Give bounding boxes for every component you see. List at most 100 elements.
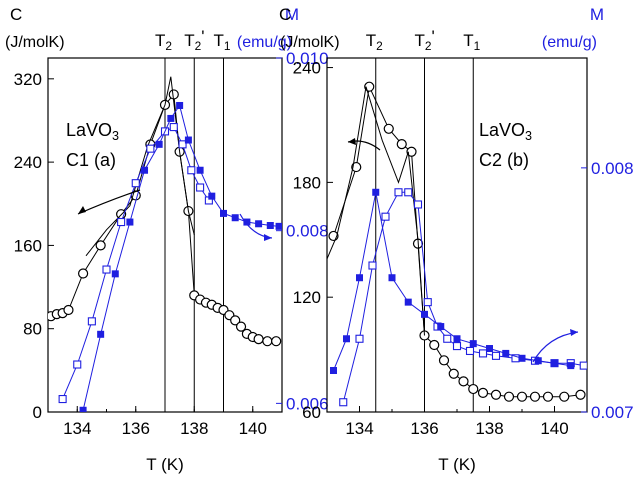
- y-right-tick-label: 0.008: [591, 159, 634, 178]
- x-axis-label: T (K): [438, 455, 475, 474]
- data-point-square-open: [491, 351, 501, 360]
- data-point-square-filled: [141, 166, 149, 174]
- data-point-circle: [477, 387, 489, 398]
- data-point-square-open: [478, 349, 488, 358]
- data-point-circle: [168, 89, 179, 100]
- y-left-tick-label: 240: [293, 59, 321, 78]
- transition-label: T2': [184, 27, 204, 53]
- data-point-square-filled: [196, 166, 204, 174]
- sample-label: LaVO3: [66, 120, 119, 143]
- data-point-square-open: [381, 212, 390, 221]
- y-left-axis-label: C: [279, 5, 291, 24]
- series-line: [333, 85, 581, 398]
- data-point-circle: [77, 268, 89, 279]
- data-point-square-filled: [469, 340, 477, 348]
- data-point-square-open: [465, 346, 475, 356]
- data-point-square-filled: [220, 209, 227, 217]
- data-point-square-open: [87, 317, 96, 326]
- data-point-circle: [458, 376, 469, 387]
- data-point-circle: [230, 315, 241, 326]
- transition-label: T2: [155, 31, 172, 53]
- x-tick-label: 136: [410, 419, 438, 438]
- data-point-square-filled: [534, 357, 542, 365]
- data-point-circle: [542, 391, 554, 402]
- sample-label: LaVO3: [479, 120, 532, 143]
- data-point-circle: [396, 139, 407, 150]
- data-point-square-filled: [404, 298, 412, 306]
- y-right-tick-label: 0.008: [286, 222, 329, 241]
- data-point-circle: [516, 391, 528, 402]
- plot-area: [48, 76, 282, 412]
- data-point-circle: [559, 391, 570, 402]
- y-right-axis-label: M: [285, 5, 299, 24]
- data-point-circle: [235, 321, 247, 332]
- data-point-square-open: [579, 361, 587, 370]
- data-point-circle: [253, 334, 264, 345]
- data-point-square-open: [339, 398, 348, 407]
- data-point-square-filled: [97, 330, 105, 338]
- y-left-tick-label: 160: [14, 236, 42, 255]
- arrow-head-blue: [264, 234, 272, 241]
- arrow-head-blue: [570, 329, 578, 336]
- data-point-square-filled: [176, 101, 184, 109]
- data-point-square-filled: [551, 359, 558, 367]
- x-axis-label: T (K): [146, 455, 183, 474]
- data-point-square-filled: [437, 323, 445, 331]
- sample-id-label: C2 (b): [479, 150, 529, 170]
- data-point-circle: [490, 389, 502, 400]
- transition-label: T2': [415, 27, 435, 53]
- data-point-square-open: [394, 188, 403, 197]
- data-point-square-filled: [343, 335, 350, 343]
- y-left-tick-label: 240: [14, 153, 42, 172]
- data-point-square-open: [146, 144, 155, 153]
- data-point-circle: [262, 336, 273, 347]
- arrow-head: [78, 206, 86, 214]
- data-point-square-open: [413, 200, 423, 209]
- data-point-circle: [503, 391, 515, 402]
- data-point-square-open: [423, 298, 432, 307]
- y-right-tick-label: 0.007: [591, 403, 634, 422]
- data-point-square-filled: [275, 222, 282, 230]
- data-point-square-filled: [208, 192, 216, 200]
- data-point-square-filled: [155, 140, 163, 148]
- data-point-square-filled: [502, 349, 510, 357]
- data-point-square-open: [131, 179, 140, 188]
- data-point-circle: [95, 240, 106, 251]
- data-point-square-filled: [518, 354, 526, 362]
- data-point-square-open: [452, 342, 462, 351]
- plot-frame: [326, 57, 588, 413]
- data-point-square-open: [187, 166, 196, 175]
- panel-b: 134 136 138 140 T (K) 60 120 180 240 0.007 0.008 C (…: [279, 5, 634, 474]
- data-point-circle: [271, 336, 282, 347]
- data-point-square-filled: [388, 274, 396, 282]
- data-point-square-filled: [231, 214, 239, 222]
- data-point-square-filled: [266, 222, 274, 230]
- data-point-square-filled: [184, 136, 192, 144]
- y-left-axis-unit: (J/molK): [5, 34, 65, 51]
- data-point-circle: [529, 391, 541, 402]
- data-point-square-filled: [567, 362, 575, 370]
- x-tick-label: 140: [239, 419, 267, 438]
- data-point-circle: [406, 146, 417, 157]
- series-line: [327, 86, 425, 336]
- series-line: [342, 191, 584, 403]
- data-point-square-open: [73, 360, 82, 369]
- y-left-tick-label: 120: [293, 288, 321, 307]
- data-point-square-open: [404, 188, 413, 197]
- data-point-circle: [351, 161, 362, 173]
- data-point-square-open: [169, 123, 178, 132]
- data-point-square-open: [102, 265, 111, 274]
- y-right-axis-label: M: [590, 5, 604, 24]
- series-line: [85, 76, 195, 257]
- y-left-axis-label: C: [10, 5, 22, 24]
- data-point-circle: [438, 355, 450, 366]
- data-point-square-filled: [330, 366, 337, 374]
- data-point-square-filled: [111, 270, 119, 278]
- y-right-axis-unit: (emu/g): [542, 34, 597, 51]
- data-point-square-filled: [167, 114, 175, 122]
- x-tick-label: 138: [180, 419, 208, 438]
- transition-label: T1: [463, 31, 480, 53]
- transition-label: T2: [366, 31, 383, 53]
- x-tick-label: 134: [63, 419, 91, 438]
